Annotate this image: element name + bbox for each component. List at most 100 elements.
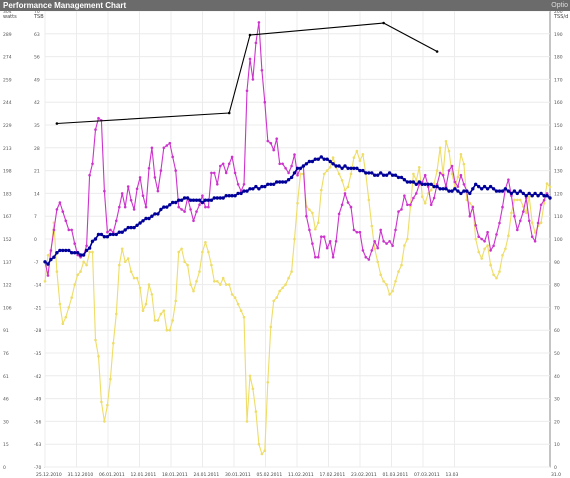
data-point-ctl xyxy=(239,191,243,196)
tss-tick-label: 40 xyxy=(554,374,560,380)
tsb-tick-label: -21 xyxy=(34,305,41,311)
data-point-ctl xyxy=(218,196,222,200)
data-point-ctl xyxy=(480,187,484,191)
data-point-ctl xyxy=(67,248,71,253)
data-point-ctl xyxy=(159,207,163,212)
tsb-tick-label: 49 xyxy=(34,77,40,83)
data-point-ctl xyxy=(126,225,130,230)
data-point-ctl xyxy=(370,171,374,175)
data-point-ctl xyxy=(156,212,160,216)
watts-axis: watts 304 289 274 259 244 229 213 198 183 167 152 1… xyxy=(3,11,17,471)
data-point-ctl xyxy=(295,166,300,170)
data-point-atl xyxy=(168,141,172,145)
data-point-atl xyxy=(325,246,329,250)
tss-tick-label: 70 xyxy=(554,305,560,311)
data-point-atl xyxy=(248,57,252,61)
data-point-atl xyxy=(49,249,53,252)
data-point-atl xyxy=(287,171,290,175)
data-point-tsb xyxy=(284,283,287,286)
series-ctl xyxy=(43,155,552,266)
data-point-ctl xyxy=(331,162,335,166)
data-point-atl xyxy=(180,208,183,211)
data-point-tsb xyxy=(438,146,442,150)
data-point-ctl xyxy=(346,166,350,170)
data-point-ctl xyxy=(441,187,445,191)
data-point-atl xyxy=(138,176,142,179)
data-point-tsb xyxy=(126,257,130,260)
data-point-atl xyxy=(477,235,481,238)
data-point-ctl xyxy=(524,194,528,198)
tss-tick-label: 90 xyxy=(554,260,560,266)
data-point-tsb xyxy=(118,263,121,267)
data-point-tsb xyxy=(462,162,466,166)
x-tick-label: 31.12.2010 xyxy=(68,472,94,478)
data-point-tsb xyxy=(474,237,478,241)
tsb-tick-label: -63 xyxy=(34,442,41,448)
data-point-tsb xyxy=(492,273,495,277)
data-point-atl xyxy=(213,171,216,175)
tss-tick-label: 120 xyxy=(554,191,563,197)
watts-tick-label: 304 xyxy=(3,11,12,15)
data-point-atl xyxy=(474,224,478,227)
data-point-atl xyxy=(539,203,543,207)
data-point-tsb xyxy=(403,244,406,247)
data-point-ctl xyxy=(456,189,460,193)
data-point-ctl xyxy=(81,253,86,257)
tsb-tick-label: 21 xyxy=(34,169,40,175)
data-point-tsb xyxy=(373,247,377,251)
data-point-tsb xyxy=(272,299,276,303)
data-point-ctl xyxy=(272,182,276,186)
data-point-ctl xyxy=(269,182,273,186)
data-point-ctl xyxy=(429,182,433,186)
data-point-tsb xyxy=(242,315,246,319)
data-point-atl xyxy=(435,183,439,186)
data-point-ctl xyxy=(435,184,439,189)
data-point-tsb xyxy=(293,237,296,241)
data-point-atl xyxy=(120,192,124,195)
data-point-atl xyxy=(429,203,433,207)
data-point-ctl xyxy=(316,157,320,161)
tss-tick-label: 160 xyxy=(554,100,563,106)
data-point-tsb xyxy=(394,280,397,283)
data-point-tsb xyxy=(183,260,186,264)
data-point-ctl xyxy=(319,155,323,159)
data-point-atl xyxy=(349,205,353,209)
data-point-tsb xyxy=(103,420,106,423)
data-point-atl xyxy=(189,208,192,211)
tsb-axis: TSB 70635649423528211470-7-14-21-28-35-4… xyxy=(33,11,44,471)
data-point-tsb xyxy=(67,306,71,309)
tsb-tick-label: -14 xyxy=(34,283,41,289)
data-point-ctl xyxy=(361,168,365,173)
watts-tick-label: 106 xyxy=(3,305,12,311)
data-point-tsb xyxy=(263,449,267,453)
data-point-atl xyxy=(263,100,267,104)
data-point-atl xyxy=(462,183,466,186)
data-point-tsb xyxy=(287,276,290,280)
watts-tick-label: 152 xyxy=(3,237,12,243)
data-point-ctl xyxy=(485,187,490,191)
data-point-tsb xyxy=(227,283,231,286)
data-point-power xyxy=(55,122,59,125)
data-point-tsb xyxy=(106,403,109,407)
performance-chart[interactable]: watts 3042892742592442292131981831671521… xyxy=(0,11,570,478)
options-button[interactable]: Optio xyxy=(551,2,568,9)
data-point-ctl xyxy=(426,182,430,186)
data-point-ctl xyxy=(411,180,416,184)
data-point-atl xyxy=(118,205,121,209)
data-point-tsb xyxy=(308,208,311,211)
data-point-atl xyxy=(415,192,418,195)
data-point-ctl xyxy=(301,164,306,168)
data-point-tsb xyxy=(70,296,73,299)
tsb-tick-label: -70 xyxy=(34,465,41,471)
data-point-tsb xyxy=(527,195,531,198)
data-point-atl xyxy=(242,183,246,186)
data-point-tsb xyxy=(129,270,133,273)
data-point-tsb xyxy=(147,283,151,286)
data-point-ctl xyxy=(420,182,424,186)
data-point-atl xyxy=(456,185,460,188)
data-point-ctl xyxy=(84,248,89,253)
data-point-tsb xyxy=(204,241,207,244)
data-point-atl xyxy=(400,208,403,211)
data-point-tsb xyxy=(180,247,183,251)
data-point-tsb xyxy=(120,247,124,251)
